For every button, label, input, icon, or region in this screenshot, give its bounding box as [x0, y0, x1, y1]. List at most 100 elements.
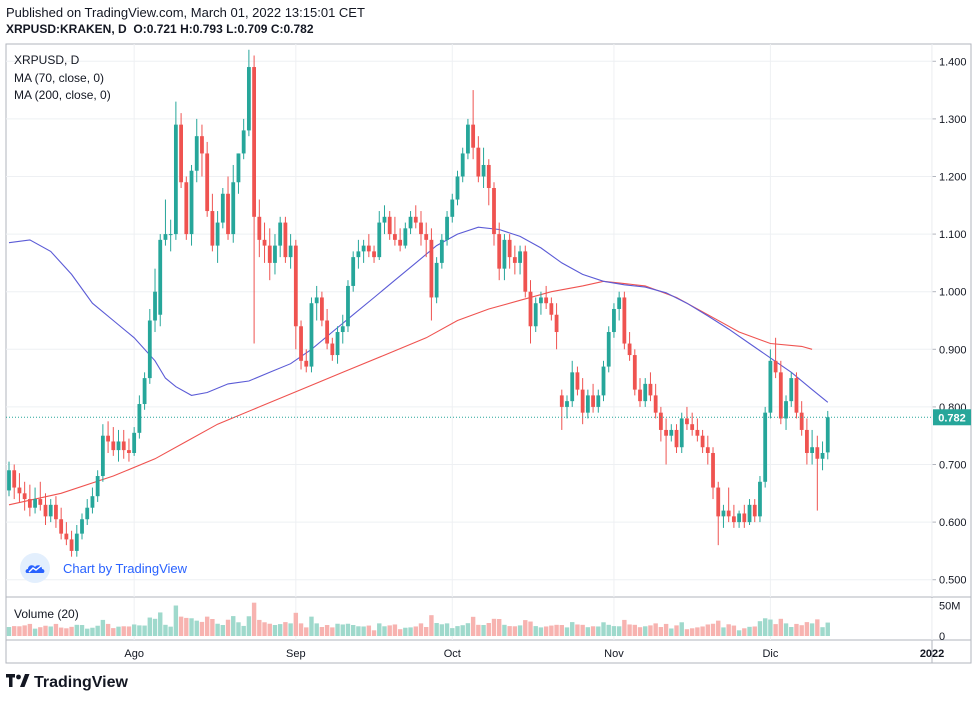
- volume-bar: [178, 616, 184, 636]
- candle-body: [612, 308, 616, 333]
- volume-bar: [184, 617, 189, 636]
- volume-bar: [397, 629, 403, 636]
- volume-bar: [752, 626, 757, 636]
- candle-body: [351, 257, 356, 286]
- volume-bar: [716, 620, 721, 636]
- volume-bar: [324, 625, 330, 636]
- candle-body: [664, 429, 668, 436]
- candle-body: [726, 510, 731, 517]
- volume-bar: [695, 627, 700, 636]
- volume-bar: [392, 624, 398, 636]
- volume-bar: [314, 623, 319, 636]
- open-value: 0.721: [146, 22, 177, 36]
- price-tick-label: 1.200: [939, 171, 967, 183]
- candle-body: [236, 153, 241, 183]
- volume-bar: [371, 630, 377, 636]
- volume-bar: [189, 618, 194, 636]
- candle-body: [784, 401, 788, 419]
- candle-body: [85, 507, 90, 520]
- volume-bar: [298, 623, 304, 636]
- candle-body: [471, 124, 476, 148]
- volume-bar: [32, 628, 38, 636]
- volume-bar: [142, 625, 147, 636]
- candle-body: [778, 372, 783, 419]
- volume-bar: [570, 622, 575, 636]
- candle-body: [804, 429, 809, 453]
- candle-body: [106, 435, 110, 442]
- candle-body: [742, 513, 747, 523]
- ma70-line: [8, 226, 829, 403]
- candle-body: [288, 245, 293, 258]
- low-label: L:: [226, 22, 238, 36]
- price-tick-label: 1.100: [939, 229, 967, 241]
- volume-bar: [377, 623, 382, 636]
- volume-bar: [710, 623, 716, 636]
- volume-bar: [413, 626, 418, 636]
- legend-volume: Volume (20): [14, 607, 79, 621]
- candle-body: [27, 499, 32, 508]
- candle-body: [419, 222, 423, 235]
- candle-body: [121, 441, 126, 451]
- candle-body: [794, 378, 799, 413]
- volume-bar: [111, 628, 116, 636]
- volume-bar: [69, 626, 74, 636]
- tradingview-watermark[interactable]: Chart by TradingView: [20, 553, 187, 583]
- candle-body: [523, 251, 528, 292]
- volume-bar: [236, 622, 241, 636]
- volume-bar: [12, 626, 17, 636]
- candle-body: [669, 429, 674, 436]
- volume-bar: [517, 625, 523, 636]
- volume-bar: [590, 626, 596, 636]
- volume-bar: [309, 616, 314, 636]
- candle-body: [810, 447, 815, 453]
- volume-bar: [460, 625, 465, 636]
- candle-body: [653, 395, 658, 413]
- volume-bar: [225, 619, 231, 636]
- candle-body: [361, 245, 366, 252]
- candle-body: [758, 481, 762, 517]
- candle-body: [773, 360, 778, 373]
- published-info: Published on TradingView.com, March 01, …: [6, 5, 365, 20]
- candle-body: [179, 124, 183, 183]
- candle-body: [413, 216, 418, 223]
- volume-bar: [288, 623, 293, 636]
- candle-body: [731, 516, 736, 523]
- volume-bar: [528, 621, 533, 636]
- volume-tick-label: 50M: [939, 601, 960, 613]
- volume-bar: [387, 625, 392, 636]
- volume-bar: [382, 626, 387, 636]
- candle-body: [43, 504, 48, 517]
- volume-bar: [554, 624, 559, 636]
- chart-frame: [5, 43, 972, 664]
- volume-bar: [757, 621, 763, 636]
- volume-bar: [366, 625, 372, 636]
- candle-body: [799, 412, 804, 430]
- volume-bar: [58, 627, 64, 636]
- candle-body: [340, 326, 345, 333]
- volume-bar: [491, 618, 497, 636]
- candle-body: [575, 372, 580, 390]
- candle-body: [299, 326, 303, 361]
- candle-body: [158, 239, 163, 315]
- candle-body: [262, 239, 267, 246]
- volume-bar: [304, 627, 309, 636]
- candle-body: [111, 441, 116, 451]
- volume-bar: [147, 617, 153, 636]
- volume-bar: [455, 626, 460, 636]
- volume-bar: [27, 623, 33, 636]
- candle-body: [283, 222, 288, 258]
- volume-bar: [789, 627, 794, 636]
- price-tick-label: 1.000: [939, 287, 967, 299]
- price-tick-label: 1.400: [939, 56, 967, 68]
- high-value: 0.793: [192, 22, 223, 36]
- tradingview-logo[interactable]: TradingView: [6, 674, 128, 692]
- candle-body: [685, 418, 689, 425]
- volume-bar: [476, 624, 481, 636]
- volume-bar: [768, 619, 773, 636]
- candle-body: [518, 251, 522, 263]
- volume-bar: [231, 616, 236, 636]
- footer-brand: TradingView: [34, 674, 128, 691]
- candle-body: [492, 188, 496, 235]
- candle-body: [59, 519, 64, 534]
